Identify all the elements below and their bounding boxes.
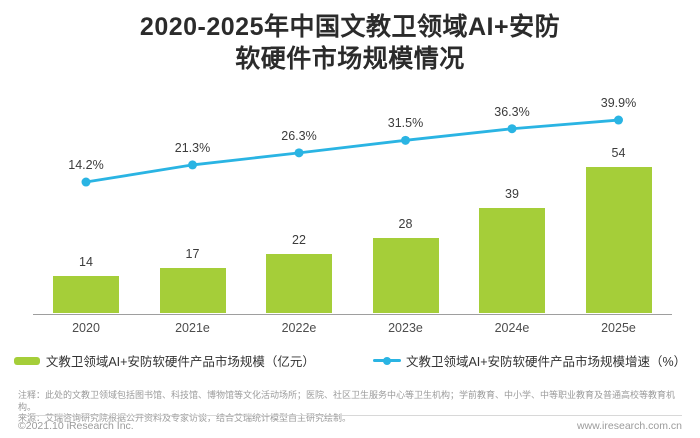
chart-legend: 文教卫领域AI+安防软硬件产品市场规模（亿元） 文教卫领域AI+安防软硬件产品市… — [0, 351, 700, 370]
note-definition: 注释：此处的文教卫领域包括图书馆、科技馆、博物馆等文化活动场所；医院、社区卫生服… — [18, 390, 676, 412]
x-axis-label: 2021e — [175, 321, 210, 335]
x-axis-label: 2023e — [388, 321, 423, 335]
chart-title-line2: 软硬件市场规模情况 — [235, 45, 465, 73]
bar-value-label: 17 — [185, 246, 200, 261]
legend-label-growth-rate: 文教卫领域AI+安防软硬件产品市场规模增速（%） — [405, 355, 687, 369]
x-axis-label: 2024e — [494, 321, 530, 335]
bar-value-label: 54 — [611, 146, 626, 161]
website-text: www.iresearch.com.cn — [576, 420, 682, 432]
growth-value-label: 26.3% — [281, 128, 317, 143]
growth-value-label: 14.2% — [68, 158, 104, 173]
x-axis-label: 2020 — [72, 321, 100, 335]
bar-value-label: 14 — [79, 254, 93, 269]
growth-value-label: 31.5% — [387, 116, 424, 131]
bar-value-label: 39 — [505, 186, 519, 201]
copyright-text: ©2021.10 iResearch Inc. — [18, 420, 134, 432]
bar — [585, 167, 652, 313]
x-axis-line — [33, 314, 672, 315]
legend-item-market-size: 文教卫领域AI+安防软硬件产品市场规模（亿元） — [13, 351, 315, 370]
footer-bar: ©2021.10 iResearch Inc. www.iresearch.co… — [18, 420, 682, 432]
bar-swatch-icon — [13, 356, 40, 365]
line-point — [614, 115, 623, 125]
bar-value-label: 28 — [398, 216, 413, 231]
chart-title-line1: 2020-2025年中国文教卫领域AI+安防 — [139, 13, 561, 41]
footer-divider — [18, 415, 682, 416]
bar — [159, 267, 226, 313]
footnotes: 注释：此处的文教卫领域包括图书馆、科技馆、博物馆等文化活动场所；医院、社区卫生服… — [18, 390, 688, 425]
legend-item-growth-rate: 文教卫领域AI+安防软硬件产品市场规模增速（%） — [372, 351, 687, 370]
chart-title: 2020-2025年中国文教卫领域AI+安防 软硬件市场规模情况 — [0, 11, 700, 75]
line-point — [188, 160, 197, 170]
bar — [479, 207, 545, 313]
x-axis-label: 2025e — [601, 321, 636, 335]
growth-value-label: 39.9% — [600, 96, 637, 111]
bar-value-label: 22 — [292, 233, 306, 248]
bar — [266, 254, 332, 313]
line-swatch-icon — [372, 356, 401, 366]
x-axis-label: 2022e — [281, 321, 317, 335]
line-point — [401, 135, 410, 145]
bar — [372, 237, 439, 313]
bar — [53, 275, 119, 313]
legend-label-market-size: 文教卫领域AI+安防软硬件产品市场规模（亿元） — [45, 355, 315, 369]
line-point — [507, 124, 517, 134]
note-source: 来源：艾瑞咨询研究院根据公开资料及专家访谈，结合艾瑞统计模型自主研究绘制。 — [18, 413, 352, 423]
line-point — [294, 148, 304, 158]
growth-value-label: 36.3% — [494, 104, 530, 119]
line-point — [81, 177, 91, 187]
growth-value-label: 21.3% — [174, 140, 211, 155]
